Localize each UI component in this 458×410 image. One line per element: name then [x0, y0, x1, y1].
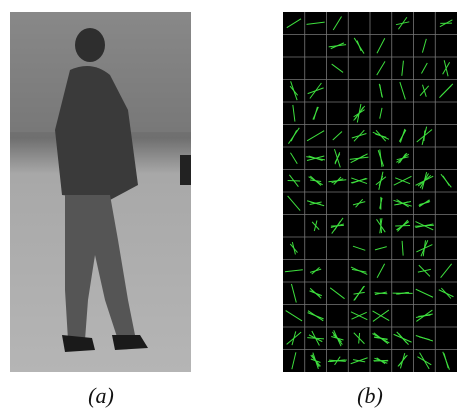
gradient-stroke	[334, 152, 341, 165]
gradient-stroke	[291, 352, 297, 370]
gradient-stroke	[356, 103, 362, 123]
gradient-stroke	[285, 310, 303, 322]
caption-a: (a)	[88, 383, 114, 408]
gradient-stroke	[289, 85, 299, 96]
gradient-stroke	[309, 82, 322, 99]
gradient-stroke	[351, 133, 367, 139]
gradient-stroke	[396, 291, 410, 295]
gradient-stroke	[313, 220, 318, 232]
gradient-stroke	[401, 240, 404, 256]
gradient-stroke	[395, 21, 410, 26]
gradient-stroke	[378, 171, 384, 190]
gradient-stroke	[331, 63, 344, 73]
gradient-stroke	[395, 177, 411, 185]
gradient-stroke	[440, 287, 452, 299]
gradient-stroke	[334, 356, 341, 366]
gradient-stroke	[356, 40, 362, 52]
gradient-stroke	[439, 83, 454, 98]
gradient-stroke	[331, 178, 344, 184]
gradient-stroke	[401, 60, 404, 76]
gradient-stroke	[353, 291, 365, 295]
gradient-stroke	[286, 331, 302, 345]
gradient-stroke	[306, 21, 325, 25]
gradient-stroke	[419, 201, 430, 205]
gradient-stroke	[313, 106, 318, 120]
gradient-stroke	[311, 354, 320, 368]
gradient-stroke	[376, 37, 386, 54]
gradient-stroke	[351, 311, 367, 320]
gradient-stroke	[309, 268, 322, 273]
gradient-stroke	[376, 61, 386, 76]
gradient-stroke	[376, 219, 386, 233]
gradient-stroke	[440, 263, 453, 279]
gradient-stroke	[307, 312, 324, 320]
gradient-stroke	[288, 127, 300, 144]
gradient-stroke	[350, 153, 368, 164]
gradient-stroke	[419, 173, 429, 189]
gradient-stroke	[374, 336, 388, 341]
gradient-stroke	[397, 201, 409, 206]
gradient-stroke	[307, 337, 325, 340]
gradient-stroke	[416, 129, 433, 143]
gradient-stroke	[421, 62, 428, 74]
gradient-stroke	[286, 18, 302, 29]
gradient-stroke	[422, 240, 427, 257]
gradient-stroke	[379, 107, 383, 119]
gradient-stroke	[421, 38, 427, 53]
gradient-stroke	[310, 179, 322, 183]
gradient-stroke	[350, 266, 368, 275]
gradient-stroke	[288, 174, 299, 188]
gradient-stroke	[379, 197, 383, 209]
caption-b: (b)	[357, 383, 383, 408]
gradient-stroke	[397, 354, 408, 367]
gradient-stroke	[374, 292, 388, 295]
gradient-stroke	[395, 224, 411, 227]
gradient-stroke	[292, 104, 296, 122]
gradient-stroke	[309, 290, 322, 297]
hog-grid	[283, 12, 457, 372]
gradient-stroke	[418, 264, 431, 277]
gradient-stroke	[350, 178, 368, 184]
gradient-stroke	[306, 130, 325, 142]
gradient-stroke	[422, 84, 427, 97]
gradient-stroke	[415, 288, 434, 298]
gradient-stroke	[418, 314, 431, 317]
gradient-stroke	[374, 246, 387, 251]
gradient-stroke	[290, 283, 297, 303]
gradient-stroke	[378, 83, 383, 98]
gradient-stroke	[355, 198, 364, 208]
gradient-stroke	[377, 150, 385, 167]
gradient-stroke	[310, 201, 321, 205]
gradient-stroke	[442, 61, 451, 75]
gradient-stroke	[442, 175, 450, 186]
gradient-stroke	[284, 269, 303, 273]
photo	[10, 12, 191, 372]
gradient-stroke	[332, 334, 342, 343]
gradient-stroke	[330, 224, 344, 227]
gradient-stroke	[393, 333, 412, 343]
gradient-stroke	[396, 153, 410, 163]
gradient-stroke	[442, 351, 450, 370]
gradient-stroke	[330, 42, 345, 50]
gradient-stroke	[415, 221, 434, 231]
gradient-stroke	[287, 195, 301, 211]
gradient-stroke	[352, 245, 366, 251]
gradient-stroke	[329, 287, 345, 300]
gradient-stroke	[372, 309, 390, 322]
gradient-stroke	[358, 332, 361, 344]
gradient-stroke	[332, 131, 343, 141]
gradient-stroke	[306, 155, 325, 162]
gradient-stroke	[398, 129, 407, 142]
gradient-stroke	[332, 16, 342, 31]
gradient-stroke	[350, 357, 368, 365]
gradient-stroke	[399, 81, 406, 100]
gradient-stroke	[417, 356, 432, 366]
gradient-stroke	[375, 129, 387, 142]
gradient-stroke	[415, 335, 434, 342]
gradient-stroke	[291, 241, 296, 255]
gradient-stroke	[376, 263, 386, 279]
gradient-stroke	[290, 152, 298, 165]
